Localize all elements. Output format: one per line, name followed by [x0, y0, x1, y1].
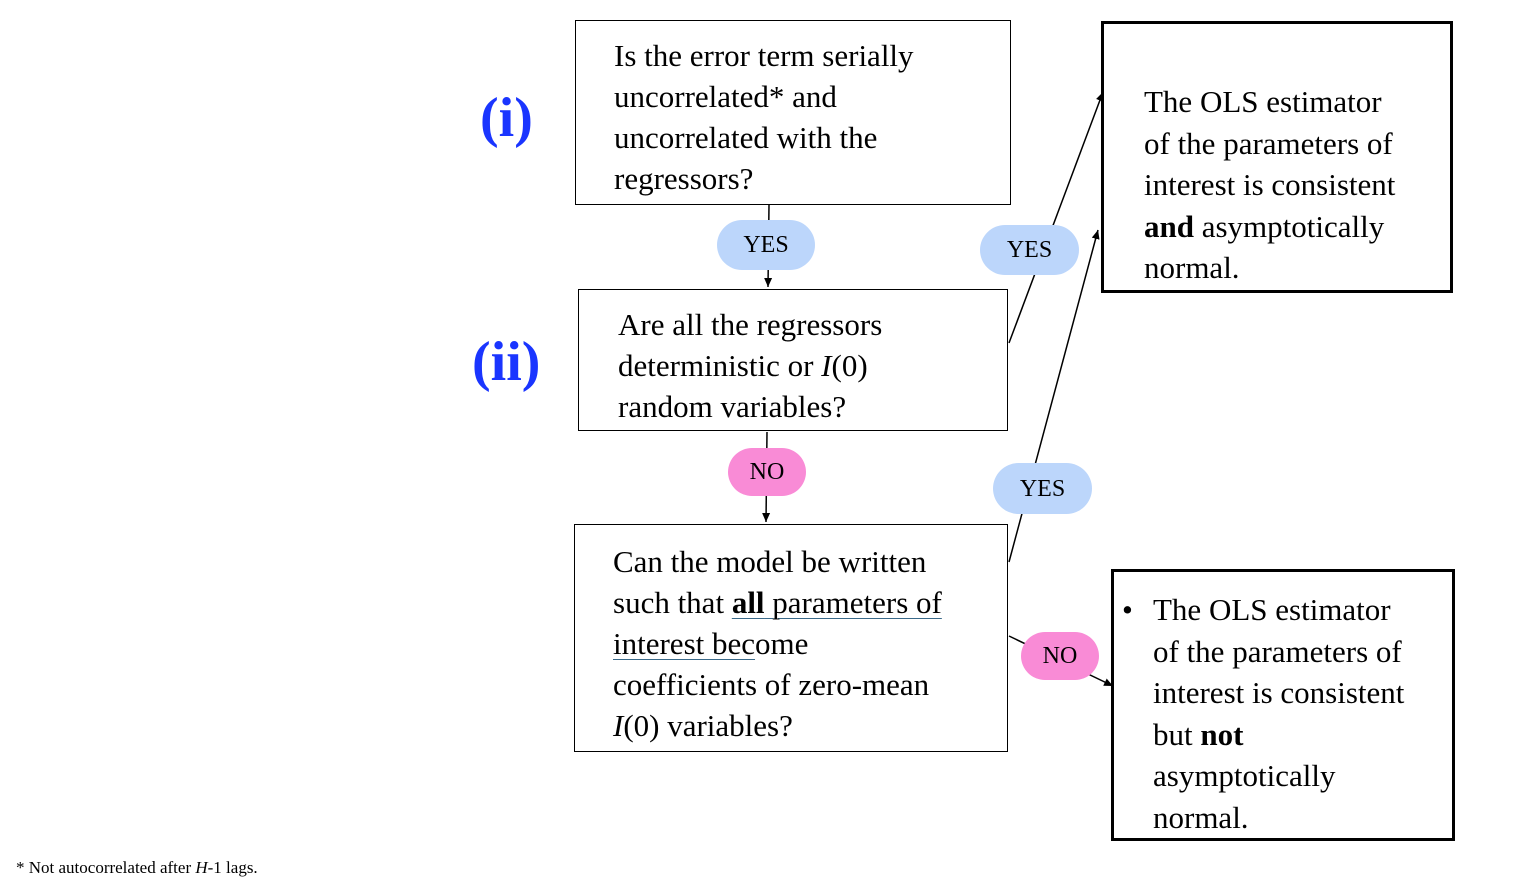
question-box-2: Are all the regressors deterministic or … [578, 289, 1008, 431]
answer-1-line: The OLS estimator [1144, 84, 1382, 119]
question-1-line: Is the error term serially [614, 38, 914, 73]
answer-2-line: but not [1153, 716, 1244, 752]
question-2-line: Are all the regressors [618, 307, 883, 342]
yes-pill-q3: YES [993, 463, 1092, 514]
question-1-line: uncorrelated with the [614, 120, 878, 155]
question-3-line: I(0) variables? [613, 708, 793, 743]
stage-label-1: (i) [480, 87, 533, 149]
question-3-line: coefficients of zero-mean [613, 667, 930, 702]
question-3-line: such that all parameters of [613, 585, 942, 620]
question-1-line: uncorrelated* and [614, 79, 837, 114]
stage-label-2: (ii) [472, 331, 541, 393]
answer-1-line: and asymptotically [1144, 208, 1385, 244]
yes-pill-q1: YES [717, 220, 815, 270]
arrow-q2-to-ans1 [1008, 91, 1104, 344]
question-box-3: Can the model be written such that all p… [574, 524, 1008, 752]
question-3-line: Can the model be written [613, 544, 927, 579]
question-2-line: random variables? [618, 389, 847, 424]
answer-1-line: interest is consistent [1144, 167, 1396, 202]
answer-2-line: interest is consistent [1153, 675, 1405, 710]
answer-2-line: asymptotically [1153, 758, 1336, 793]
answer-box-consistent-not-normal: • The OLS estimator of the parameters of… [1111, 569, 1455, 841]
question-box-1: Is the error term serially uncorrelated*… [575, 20, 1011, 205]
question-3-line: interest become [613, 626, 809, 661]
answer-box-consistent-normal: The OLS estimator of the parameters of i… [1101, 21, 1453, 293]
answer-1-line: normal. [1144, 250, 1240, 285]
question-1-line: regressors? [614, 161, 754, 196]
question-2-line: deterministic or I(0) [618, 348, 868, 383]
yes-pill-q2: YES [980, 225, 1079, 275]
answer-2-line: of the parameters of [1153, 633, 1402, 669]
no-pill-q3: NO [1021, 632, 1099, 680]
bullet-point: • [1122, 592, 1133, 627]
footnote: * Not autocorrelated after H-1 lags. [16, 858, 258, 877]
answer-2-line: normal. [1153, 799, 1249, 835]
no-pill-q2: NO [728, 448, 806, 496]
answer-2-line: The OLS estimator [1153, 592, 1391, 627]
answer-1-line: of the parameters of [1144, 125, 1393, 161]
